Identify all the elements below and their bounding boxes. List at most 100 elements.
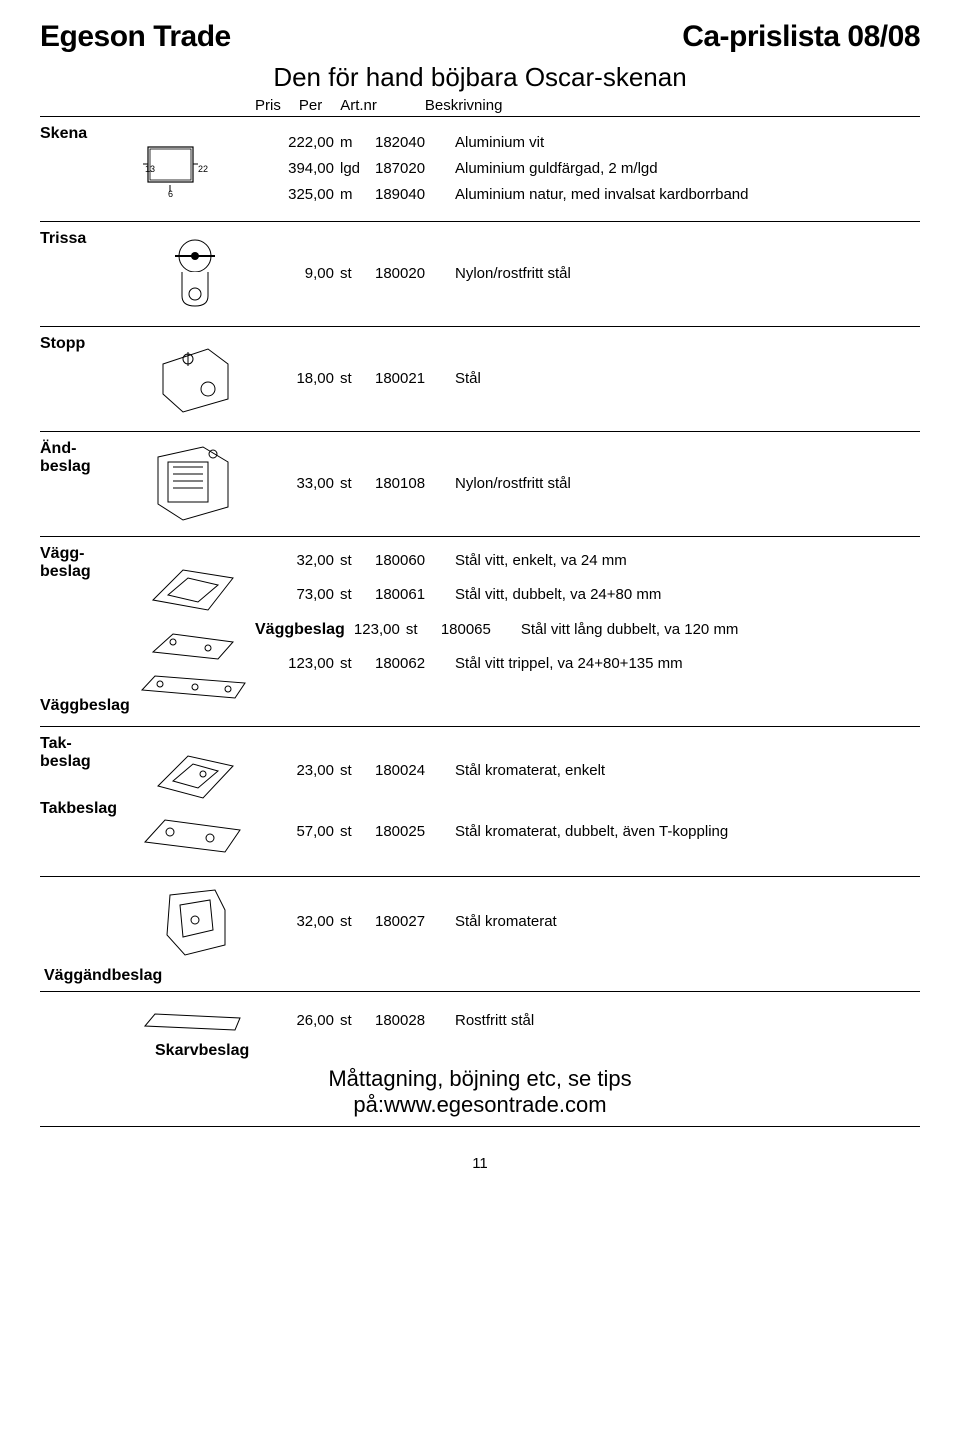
image-andbeslag (135, 432, 255, 536)
image-takbeslag (135, 727, 255, 876)
per: st (340, 1011, 375, 1031)
rail-profile-icon: 13 22 6 (143, 137, 248, 202)
price-table: Skena 13 22 6 222,00 m 182040 Aluminium … (40, 116, 920, 1127)
col-per: Per (299, 97, 322, 114)
per: st (340, 822, 375, 842)
per: st (340, 369, 375, 389)
wall-bracket-long-icon (140, 668, 250, 703)
label-tak2: beslag (40, 753, 131, 771)
label-vagg2: beslag (40, 563, 131, 581)
desc: Nylon/rostfritt stål (455, 264, 916, 284)
per: m (340, 133, 375, 153)
row-skena: Skena 13 22 6 222,00 m 182040 Aluminium … (40, 117, 920, 222)
desc: Stål kromaterat, dubbelt, även T-kopplin… (455, 822, 916, 842)
per: st (340, 551, 375, 571)
price: 26,00 (255, 1011, 340, 1031)
price: 9,00 (255, 264, 340, 284)
desc: Rostfritt stål (455, 1011, 920, 1031)
label-takbeslag-inner: Takbeslag (40, 800, 131, 818)
artnr: 180021 (375, 369, 455, 389)
table-row: 123,00 st 180065 Stål vitt lång dubbelt,… (351, 620, 916, 640)
price: 32,00 (255, 551, 340, 571)
col-desc: Beskrivning (425, 97, 503, 114)
price: 123,00 (351, 620, 406, 640)
row-vaggandbeslag: 32,00 st 180027 Stål kromaterat Väggändb… (40, 877, 920, 992)
price: 23,00 (255, 761, 340, 781)
footer-tip-line1: Måttagning, böjning etc, se tips (40, 1066, 920, 1092)
ceiling-bracket-double-icon (140, 812, 250, 857)
artnr: 180062 (375, 654, 455, 674)
image-stopp (135, 327, 255, 431)
per: st (406, 620, 441, 640)
label-line2: beslag (40, 458, 131, 476)
table-row: 73,00 st 180061 Stål vitt, dubbelt, va 2… (255, 585, 916, 605)
label-tak1: Tak- (40, 735, 131, 753)
per: st (340, 912, 375, 932)
per: st (340, 474, 375, 494)
artnr: 189040 (375, 185, 455, 205)
artnr: 180020 (375, 264, 455, 284)
image-vaggbeslag (135, 537, 255, 726)
row-trissa: Trissa 9,00 st 180020 Nylon/rostfritt st… (40, 222, 920, 327)
footer-tip-line2: på:www.egesontrade.com (40, 1092, 920, 1118)
artnr: 180061 (375, 585, 455, 605)
svg-text:22: 22 (198, 164, 208, 174)
wall-bracket-icon (148, 560, 243, 620)
table-row: 26,00 st 180028 Rostfritt stål (255, 1011, 920, 1031)
desc: Nylon/rostfritt stål (455, 474, 916, 494)
price: 18,00 (255, 369, 340, 389)
col-price: Pris (255, 97, 281, 114)
row-vaggbeslag: Vägg- beslag Väggbeslag (40, 537, 920, 727)
inner-label-vaggbeslag: Väggbeslag (255, 621, 351, 639)
desc: Stål kromaterat (455, 912, 916, 932)
price: 325,00 (255, 185, 340, 205)
image-skarvbeslag (135, 1000, 255, 1042)
per: st (340, 585, 375, 605)
col-art: Art.nr (340, 97, 377, 114)
splice-fitting-icon (140, 1006, 250, 1036)
desc: Stål kromaterat, enkelt (455, 761, 916, 781)
artnr: 180065 (441, 620, 521, 640)
artnr: 180060 (375, 551, 455, 571)
desc: Stål vitt, dubbelt, va 24+80 mm (455, 585, 916, 605)
artnr: 180108 (375, 474, 455, 494)
label-skena: Skena (40, 117, 135, 221)
desc: Stål vitt, enkelt, va 24 mm (455, 551, 916, 571)
price: 33,00 (255, 474, 340, 494)
table-row: 9,00 st 180020 Nylon/rostfritt stål (255, 264, 916, 284)
price-list-title: Ca-prislista 08/08 (682, 20, 920, 54)
label-trissa: Trissa (40, 222, 135, 326)
price: 123,00 (255, 654, 340, 674)
table-row: 32,00 st 180060 Stål vitt, enkelt, va 24… (255, 551, 916, 571)
label-stopp: Stopp (40, 327, 135, 431)
table-row: 394,00 lgd 187020 Aluminium guldfärgad, … (255, 159, 916, 179)
desc: Aluminium natur, med invalsat kardborrba… (455, 185, 916, 205)
artnr: 187020 (375, 159, 455, 179)
price: 222,00 (255, 133, 340, 153)
end-fitting-icon (148, 442, 243, 527)
per: m (340, 185, 375, 205)
table-row: 57,00 st 180025 Stål kromaterat, dubbelt… (255, 822, 916, 842)
stop-bracket-icon (153, 344, 238, 414)
artnr: 182040 (375, 133, 455, 153)
table-row: 23,00 st 180024 Stål kromaterat, enkelt (255, 761, 916, 781)
table-row: 123,00 st 180062 Stål vitt trippel, va 2… (255, 654, 916, 674)
svg-text:13: 13 (145, 164, 155, 174)
label-vaggandbeslag: Väggändbeslag (40, 967, 920, 985)
per: st (340, 654, 375, 674)
artnr: 180024 (375, 761, 455, 781)
row-andbeslag: Änd- beslag 33,00 st 180108 Nylon/rostfr… (40, 432, 920, 537)
row-takbeslag: Tak- beslag Takbeslag 23,00 st 180024 St (40, 727, 920, 877)
desc: Aluminium vit (455, 133, 916, 153)
label-andbeslag: Änd- beslag (40, 432, 135, 536)
table-row: 222,00 m 182040 Aluminium vit (255, 133, 916, 153)
image-trissa (135, 222, 255, 326)
label-vagg1: Vägg- (40, 545, 131, 563)
artnr: 180028 (375, 1011, 455, 1031)
wall-end-fitting-icon (155, 885, 235, 960)
page-subtitle: Den för hand böjbara Oscar-skenan (40, 62, 920, 93)
desc: Stål vitt trippel, va 24+80+135 mm (455, 654, 916, 674)
row-skarvbeslag: 26,00 st 180028 Rostfritt stål Skarvbesl… (40, 992, 920, 1127)
artnr: 180027 (375, 912, 455, 932)
label-vaggbeslag-bottom: Väggbeslag (40, 697, 131, 715)
